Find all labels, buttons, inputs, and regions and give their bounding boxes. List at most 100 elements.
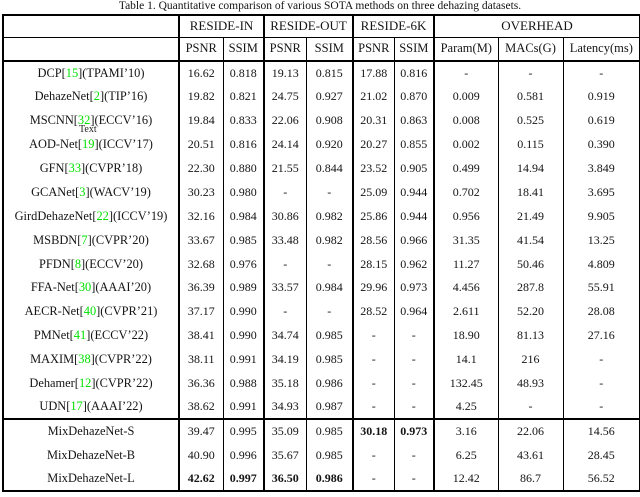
metric-cell: 0.984 [222,204,265,229]
metric-cell: 25.86 [352,204,395,229]
method-cell: GFN[33](CVPR’18) [2,156,179,181]
metric-cell: 0.870 [393,84,435,109]
metric-cell: 216 [497,347,564,372]
metric-cell: 50.46 [497,252,564,277]
metric-cell: 33.57 [263,276,307,300]
metric-cell: 0.988 [222,371,265,396]
table-row: MAXIM[38](CVPR’22) 38.11 0.991 34.19 0.9… [2,347,640,372]
citation-number: 7 [81,232,88,247]
metric-cell: 22.06 [263,108,307,133]
method-name: UDN[ [39,399,71,414]
table-row: PFDN[8](ECCV’20) 32.68 0.976 - - 28.15 0… [2,252,640,277]
metric-cell: - [393,347,435,372]
method-venue: ](AAAI’20) [91,280,152,295]
metric-cell: 19.84 [178,108,223,133]
metric-cell: - [562,395,640,420]
table-caption: Table 1. Quantitative comparison of vari… [118,0,522,12]
metric-cell: 41.54 [497,228,564,253]
table-row: GirdDehazeNet[22](ICCV’19) 32.16 0.984 3… [2,204,640,229]
column-group-reside-in: RESIDE-IN [177,15,265,38]
metric-cell: 22.30 [178,156,223,181]
metric-cell: 21.55 [263,156,307,181]
method-venue: ](CVPR’18) [81,161,143,175]
metric-cell: 0.009 [433,84,499,109]
metric-cell: - [263,180,307,205]
metric-cell: 28.56 [352,228,395,253]
citation-number: 3 [79,184,86,199]
metric-cell: 37.17 [178,299,223,324]
citation-number: 19 [82,137,95,152]
metric-cell: 0.008 [433,108,499,133]
metric-cell: 28.08 [562,299,640,324]
column-group-reside-out: RESIDE-OUT [263,15,354,38]
metric-cell: 55.91 [562,276,640,300]
column-header-ssim: SSIM [393,37,435,62]
method-name: MixDehazeNet-B [46,447,136,462]
metric-cell: 9.905 [562,204,640,229]
metric-cell: 19.82 [178,84,223,109]
column-header-psnr: PSNR [263,37,307,62]
method-name: MixDehazeNet-L [47,471,135,486]
metric-cell: 35.09 [263,418,307,444]
metric-cell: 86.7 [497,467,564,492]
method-cell: DehazeNet[2](TIP’16) [2,84,179,109]
metric-cell: 38.62 [178,395,223,420]
metric-cell: 0.927 [305,84,354,109]
column-header-psnr: PSNR [178,37,223,62]
metric-cell: 14.56 [562,418,640,444]
metric-cell: 0.991 [222,347,265,372]
metric-cell: 24.75 [263,84,307,109]
text-artifact: Text [79,124,97,135]
metric-cell: 16.62 [178,61,223,85]
metric-cell: 0.980 [222,180,265,205]
column-group-overhead: OVERHEAD [433,15,640,38]
metric-cell: 14.94 [497,156,564,181]
metric-cell: 30.23 [178,180,223,205]
method-venue: ](WACV’19) [85,184,151,199]
metric-cell: 4.25 [433,395,499,420]
method-name: GFN[ [39,161,69,175]
table-row: PMNet[41](ECCV’22) 38.41 0.990 34.74 0.9… [2,323,640,348]
method-cell: MSBDN[7](CVPR’20) [2,228,179,253]
metric-cell: - [562,347,640,372]
metric-cell: 36.50 [263,467,307,492]
metric-cell: 0.920 [305,132,354,157]
metric-cell: 0.990 [222,299,265,324]
metric-cell: 0.996 [222,443,265,468]
metric-cell: 0.002 [433,132,499,157]
metric-cell: 0.844 [305,156,354,181]
method-venue: ](ICCV’19) [108,208,168,223]
metric-cell: - [393,467,435,492]
citation-number: 41 [73,328,87,343]
metric-cell: 0.984 [305,276,354,300]
metric-cell: - [263,252,307,277]
metric-cell: 0.818 [222,61,265,85]
metric-cell: 0.985 [305,323,354,348]
column-header-macs: MACs(G) [497,37,564,62]
method-cell: MAXIM[38](CVPR’22) [2,347,179,372]
metric-cell: - [305,180,354,205]
metric-cell: 38.41 [178,323,223,348]
metric-cell: 38.11 [178,347,223,372]
metric-cell: 19.13 [263,61,307,85]
metric-cell: - [393,371,435,396]
metric-cell: 0.816 [222,132,265,157]
metric-cell: 31.35 [433,228,499,253]
metric-cell: 0.619 [562,108,640,133]
metric-cell: 0.815 [305,61,354,85]
method-name: GCANet[ [31,184,80,199]
metric-cell: - [305,299,354,324]
metric-cell: - [562,61,640,85]
method-name: AECR-Net[ [24,304,84,319]
table-row: MSCNN[32](ECCV’16) 19.84 0.833 22.06 0.9… [2,108,640,133]
metric-cell: 0.973 [393,418,435,444]
citation-number: 15 [65,65,79,80]
metric-cell: 20.27 [352,132,395,157]
metric-cell: 28.15 [352,252,395,277]
metric-cell: 0.966 [393,228,435,253]
method-venue: ](CVPR’22) [90,352,152,367]
column-header-latency: Latency(ms) [562,37,640,62]
metric-cell: 0.816 [393,61,435,85]
metric-cell: - [352,443,395,468]
metric-cell: - [433,61,499,85]
